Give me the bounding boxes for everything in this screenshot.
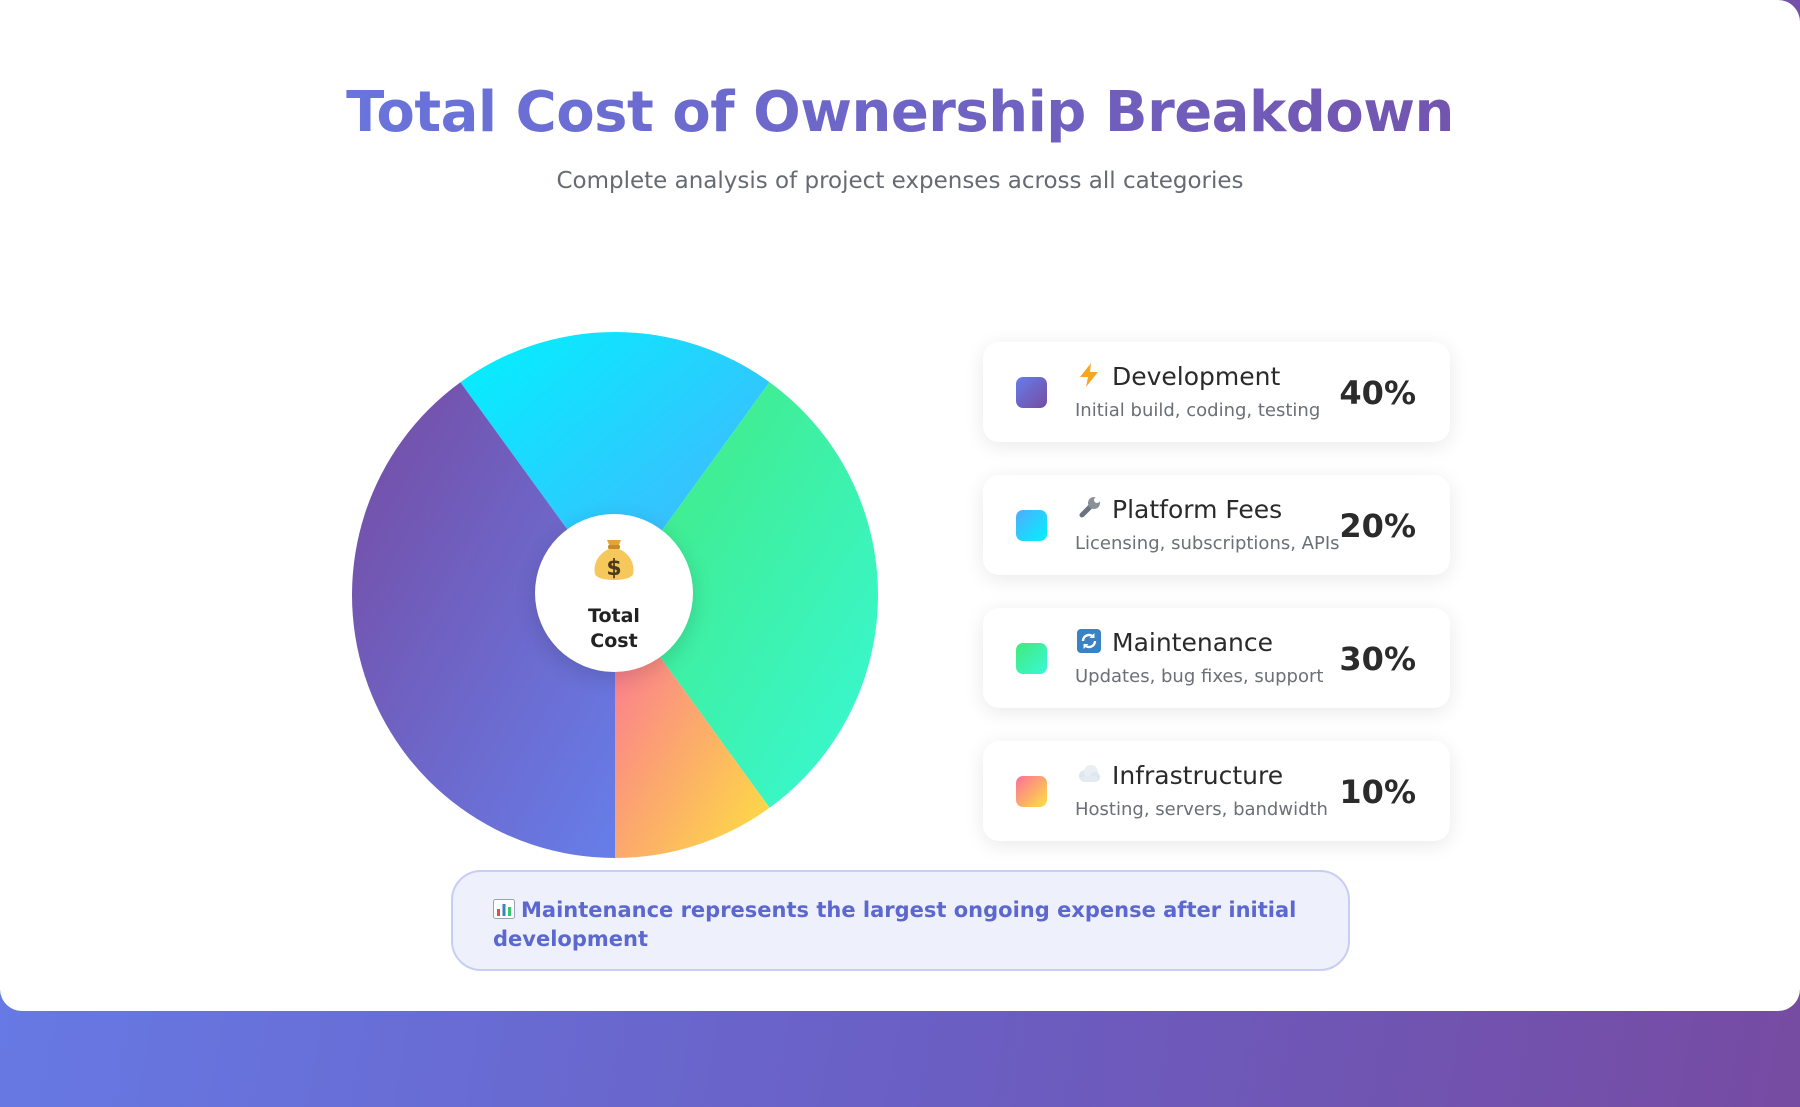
pie-center: $ Total Cost [535,514,693,672]
legend-percent: 20% [1339,507,1416,545]
legend-desc: Hosting, servers, bandwidth [1075,799,1328,820]
legend-name: Development [1112,362,1281,391]
legend-swatch [1016,510,1047,541]
legend-item-maintenance: Maintenance Updates, bug fixes, support … [983,608,1450,708]
legend-desc: Licensing, subscriptions, APIs [1075,533,1340,554]
refresh-icon [1075,628,1103,656]
legend-name: Infrastructure [1112,761,1284,790]
lightning-icon [1075,362,1103,390]
page-subtitle: Complete analysis of project expenses ac… [556,168,1244,194]
main-card: Total Cost of Ownership Breakdown Comple… [0,80,1800,971]
legend-item-development: Development Initial build, coding, testi… [983,342,1450,442]
legend-percent: 40% [1339,374,1416,412]
legend-percent: 10% [1339,773,1416,811]
legend-item-infrastructure: Infrastructure Hosting, servers, bandwid… [983,741,1450,841]
bar-chart-icon [493,899,515,919]
page-title: Total Cost of Ownership Breakdown [0,80,1800,145]
money-bag-icon: $ [594,540,634,581]
pie-chart [352,332,879,858]
legend-desc: Updates, bug fixes, support [1075,666,1324,687]
pie-slice-development [352,382,615,858]
insight-callout: Maintenance represents the largest ongoi… [451,870,1350,971]
pie-center-label: Total Cost [588,605,640,652]
pie-slice-platform-fees [460,332,770,595]
legend-swatch [1016,776,1047,807]
legend-item-platform-fees: Platform Fees Licensing, subscriptions, … [983,475,1450,575]
legend-swatch [1016,377,1047,408]
legend-swatch [1016,643,1047,674]
legend-name: Platform Fees [1112,495,1283,524]
wrench-icon [1075,495,1103,523]
cloud-icon [1075,761,1103,789]
legend-percent: 30% [1339,640,1416,678]
legend-name: Maintenance [1112,628,1273,657]
pie-slice-maintenance [615,382,879,808]
insight-text: Maintenance represents the largest ongoi… [493,898,1297,951]
svg-text:$: $ [606,556,621,581]
legend-desc: Initial build, coding, testing [1075,400,1321,421]
